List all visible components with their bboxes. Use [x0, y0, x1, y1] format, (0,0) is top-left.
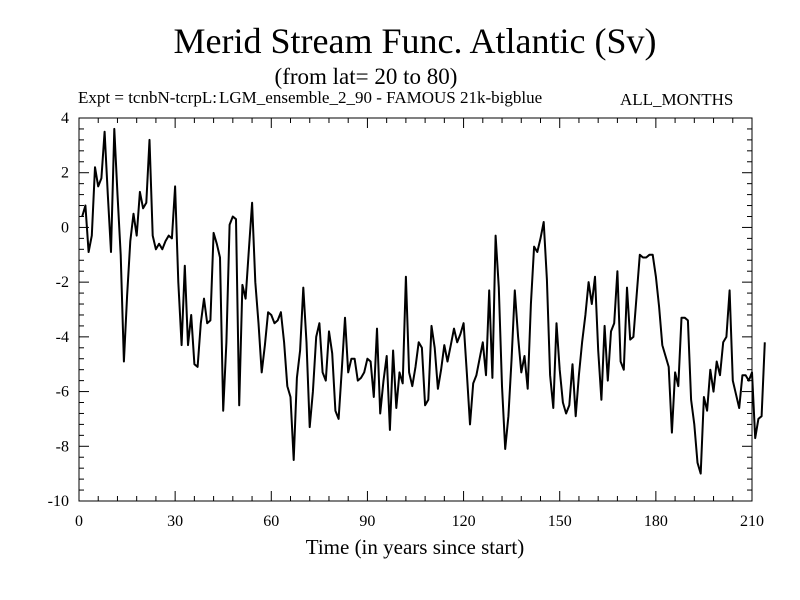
x-tick-label: 60: [263, 513, 279, 530]
chart-subtitle: (from lat= 20 to 80): [274, 64, 458, 89]
y-tick-label: -8: [56, 438, 69, 455]
y-tick-label: -4: [56, 329, 69, 346]
x-tick-labels: 0 30 60 90 120 150 180 210: [75, 513, 764, 530]
series-line: [81, 127, 766, 475]
expt-label: Expt = tcnbN-tcrpL:: [78, 88, 217, 107]
x-axis-title: Time (in years since start): [306, 535, 525, 559]
x-tick-label: 120: [452, 513, 476, 530]
y-tick-label: 0: [61, 219, 69, 236]
x-tick-label: 30: [167, 513, 183, 530]
y-tick-label: -10: [48, 493, 69, 510]
y-tick-label: -6: [56, 384, 69, 401]
y-tick-labels: 4 2 0 -2 -4 -6 -8 -10: [48, 110, 69, 510]
x-tick-label: 90: [359, 513, 375, 530]
x-tick-label: 210: [740, 513, 764, 530]
plot-frame: [78, 117, 753, 502]
x-tick-label: 150: [548, 513, 572, 530]
months-label: ALL_MONTHS: [620, 90, 734, 109]
expt-name: LGM_ensemble_2_90 - FAMOUS 21k-bigblue: [219, 88, 543, 107]
y-tick-label: 4: [61, 110, 69, 127]
y-tick-label: 2: [61, 165, 69, 182]
y-tick-label: -2: [56, 274, 69, 291]
chart-title: Merid Stream Func. Atlantic (Sv): [173, 21, 657, 61]
x-tick-label: 180: [644, 513, 668, 530]
x-tick-label: 0: [75, 513, 83, 530]
